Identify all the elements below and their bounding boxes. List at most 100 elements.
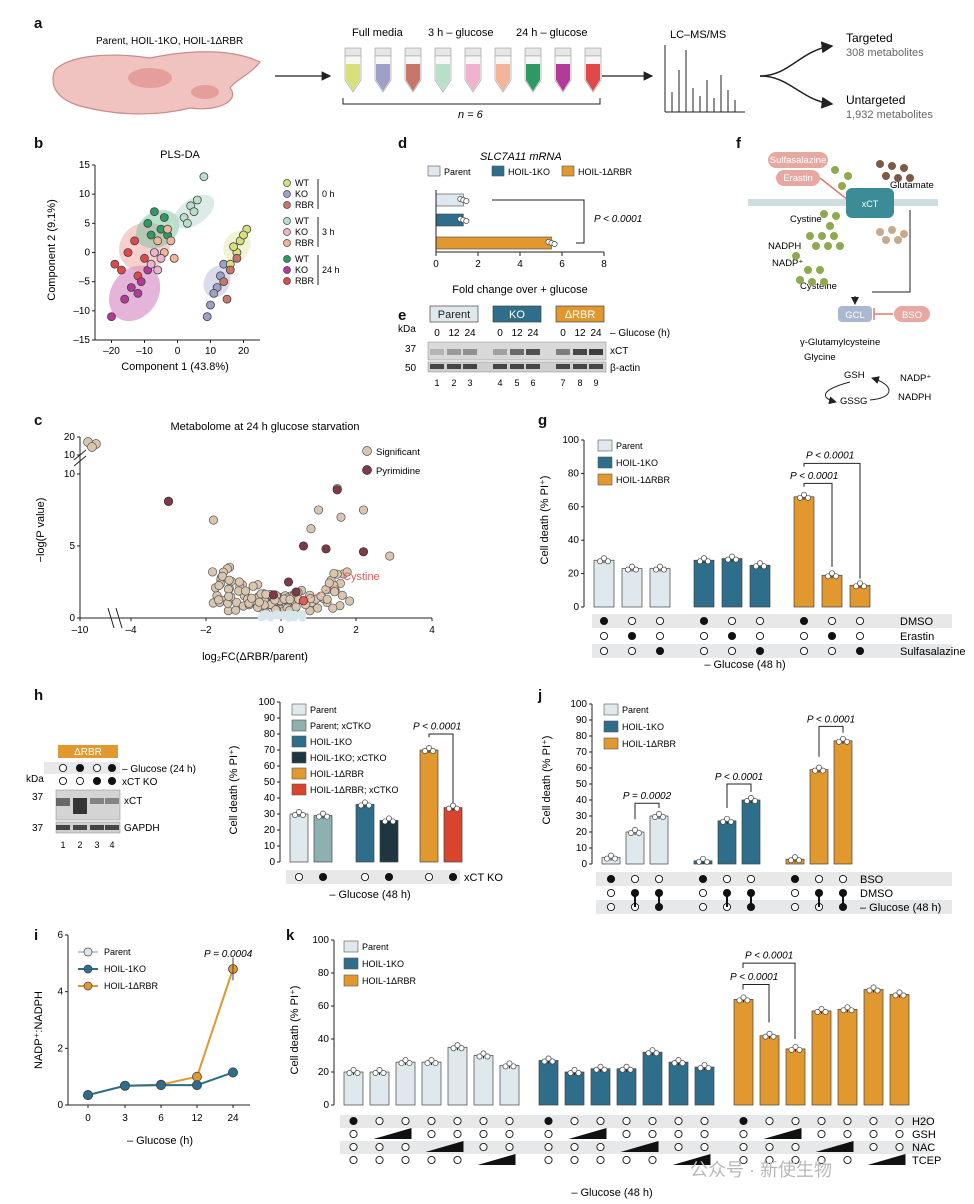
h-cond-dot [360, 872, 370, 882]
e-time-label: 0 [434, 328, 440, 339]
g-bar [621, 568, 643, 608]
b-point [120, 294, 130, 304]
k-row-label: GSH [912, 1129, 936, 1141]
h-kda: kDa [26, 774, 44, 785]
c-point [247, 593, 257, 603]
e-band-actin [493, 364, 507, 369]
panel-f-label: f [736, 135, 742, 152]
j-point [696, 858, 702, 865]
i-xlabel: – Glucose (h) [127, 1135, 193, 1147]
e-band-label: xCT [610, 346, 628, 357]
g-point [857, 580, 863, 587]
j-cond-dot [790, 902, 800, 912]
k-cond-dot [375, 1155, 384, 1165]
h-point [358, 802, 364, 809]
c-point [324, 578, 334, 588]
c-pyrimidine-point [268, 590, 279, 600]
c-point [329, 568, 339, 579]
h-blot-cond-dot [75, 763, 85, 773]
k-point [796, 1046, 803, 1053]
j-ytick-label: 10 [576, 843, 588, 854]
c-pyrimidine-point [321, 544, 331, 554]
k-cond-dot [739, 1116, 748, 1126]
c-ns-point [260, 612, 268, 621]
k-point [697, 1065, 704, 1072]
h-point [362, 799, 368, 806]
g-pval: P < 0.0001 [806, 451, 854, 462]
f-glutamate-dot [888, 226, 896, 234]
g-row-label: DMSO [900, 616, 933, 628]
tube-media [406, 64, 420, 91]
k-legend-swatch [343, 957, 359, 970]
j-bar [833, 740, 853, 865]
c-point [328, 603, 338, 613]
k-point [376, 1067, 383, 1073]
j-bar [809, 769, 829, 865]
h-ytick-label: 0 [269, 857, 275, 868]
h-band-gapdh [73, 825, 87, 830]
k-point [736, 997, 743, 1004]
k-point [848, 1007, 855, 1014]
g-cond-dot [827, 631, 837, 641]
i-ytick-label: 0 [57, 1100, 63, 1111]
panel-g-label: g [538, 412, 547, 429]
h-bar [419, 749, 439, 863]
c-point [291, 602, 301, 612]
k-cond-dot [596, 1142, 605, 1152]
f-cystine-dot [806, 232, 814, 240]
c-point [313, 505, 324, 515]
d-xtick-label: 0 [433, 259, 439, 270]
k-bar [642, 1051, 663, 1106]
b-ytick-label: 0 [84, 248, 90, 259]
g-point [601, 555, 607, 562]
b-legend-time: 3 h [322, 227, 335, 237]
i-legend-marker [83, 964, 93, 974]
k-dose-wedge [867, 1154, 906, 1165]
k-point [705, 1065, 712, 1072]
g-legend-swatch [597, 439, 613, 452]
g-cond-dot [727, 616, 737, 626]
g-cond-dot [799, 616, 809, 626]
k-point [372, 1070, 379, 1076]
k-cond-dot [869, 1129, 878, 1139]
k-point [619, 1066, 626, 1073]
c-point [254, 597, 264, 607]
tube-cap [524, 47, 542, 57]
f-glutamate-dot [882, 172, 890, 180]
gcl-text: GCL [845, 310, 865, 321]
e-mw: 37 [405, 344, 417, 355]
j-cond-dot [722, 874, 732, 884]
f-glutamate-dot [900, 164, 908, 172]
b-point [153, 236, 163, 246]
g-cond-dot [699, 631, 709, 641]
b-legend-marker [283, 179, 291, 187]
h-band-xct [73, 798, 87, 814]
e-band-xct [556, 349, 570, 355]
j-legend-label: HOIL-1ΔRBR [622, 739, 677, 749]
h-lane-number: 1 [60, 840, 65, 850]
i-point [156, 1080, 166, 1091]
c-point [330, 587, 340, 597]
untargeted-count: 1,932 metabolites [846, 109, 933, 121]
b-ytick-label: –5 [79, 277, 91, 288]
k-point [818, 1006, 825, 1012]
f-cystine-dot [792, 252, 800, 260]
j-point [720, 818, 726, 825]
b-legend-label: KO [295, 189, 308, 199]
k-cond-dot [817, 1116, 826, 1126]
e-band-label: β-actin [610, 363, 640, 374]
j-point [844, 738, 850, 745]
b-point [130, 236, 140, 246]
i-ylabel: NADP⁺:NADPH [33, 991, 45, 1069]
g-cond-dot [627, 616, 637, 626]
b-ytick-label: 5 [84, 218, 90, 229]
cond-full-media: Full media [352, 27, 404, 39]
c-point [87, 442, 97, 452]
j-bar [625, 831, 645, 865]
h-bar [313, 815, 333, 863]
i-legend-label: HOIL-1KO [104, 964, 146, 974]
k-cond-dot [765, 1116, 774, 1126]
k-cond-dot [544, 1142, 553, 1152]
k-cond-dot [570, 1155, 579, 1165]
b-xtick-label: –20 [103, 346, 120, 357]
